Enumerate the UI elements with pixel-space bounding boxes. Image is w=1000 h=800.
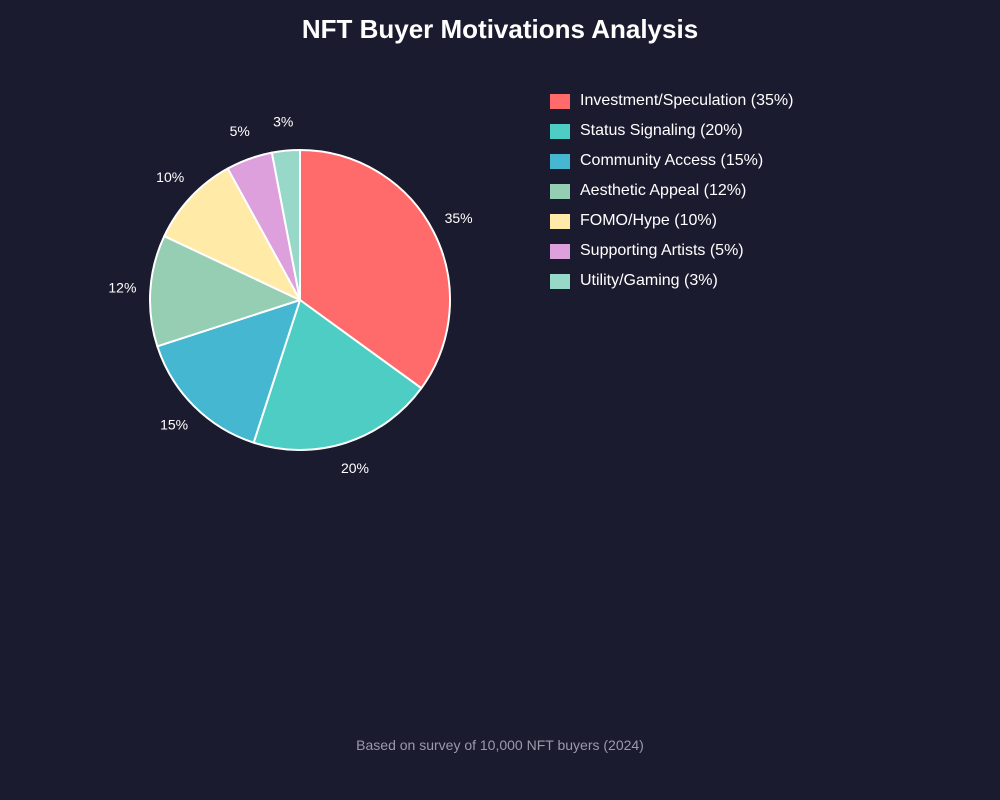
slice-data-label: 3% (273, 114, 293, 130)
pie-slice (252, 299, 423, 451)
chart-title: NFT Buyer Motivations Analysis (301, 14, 699, 44)
slice-data-label: 10% (156, 169, 184, 185)
slice-data-label: 20% (341, 460, 369, 476)
pie-slice (299, 149, 451, 390)
legend-item: Aesthetic Appeal (12%) (550, 176, 793, 206)
legend-label: Supporting Artists (5%) (580, 242, 744, 259)
legend-swatch (550, 243, 570, 259)
slice-data-label: 15% (160, 417, 188, 433)
legend-label: Community Access (15%) (580, 152, 764, 169)
legend-swatch (550, 123, 570, 139)
legend-swatch (550, 183, 570, 199)
legend-item: Utility/Gaming (3%) (550, 266, 793, 296)
legend-item: Status Signaling (20%) (550, 116, 793, 146)
chart-footnote: Based on survey of 10,000 NFT buyers (20… (356, 737, 644, 753)
legend-item: Community Access (15%) (550, 146, 793, 176)
legend-swatch (550, 93, 570, 109)
legend-swatch (550, 213, 570, 229)
pie-slice (270, 149, 301, 301)
legend-label: FOMO/Hype (10%) (580, 212, 717, 229)
legend-swatch (550, 153, 570, 169)
legend-label: Utility/Gaming (3%) (580, 272, 718, 289)
legend-item: Supporting Artists (5%) (550, 236, 793, 266)
slice-data-label: 35% (445, 210, 473, 226)
pie-slice (163, 167, 301, 301)
chart-legend: Investment/Speculation (35%) Status Signa… (550, 86, 793, 296)
legend-label: Aesthetic Appeal (12%) (580, 182, 747, 199)
slice-data-label: 5% (230, 123, 250, 139)
legend-label: Status Signaling (20%) (580, 122, 743, 139)
legend-swatch (550, 273, 570, 289)
slice-data-label: 12% (108, 280, 136, 296)
legend-item: Investment/Speculation (35%) (550, 86, 793, 116)
pie-slice (149, 235, 301, 348)
legend-item: FOMO/Hype (10%) (550, 206, 793, 236)
legend-label: Investment/Speculation (35%) (580, 92, 794, 109)
